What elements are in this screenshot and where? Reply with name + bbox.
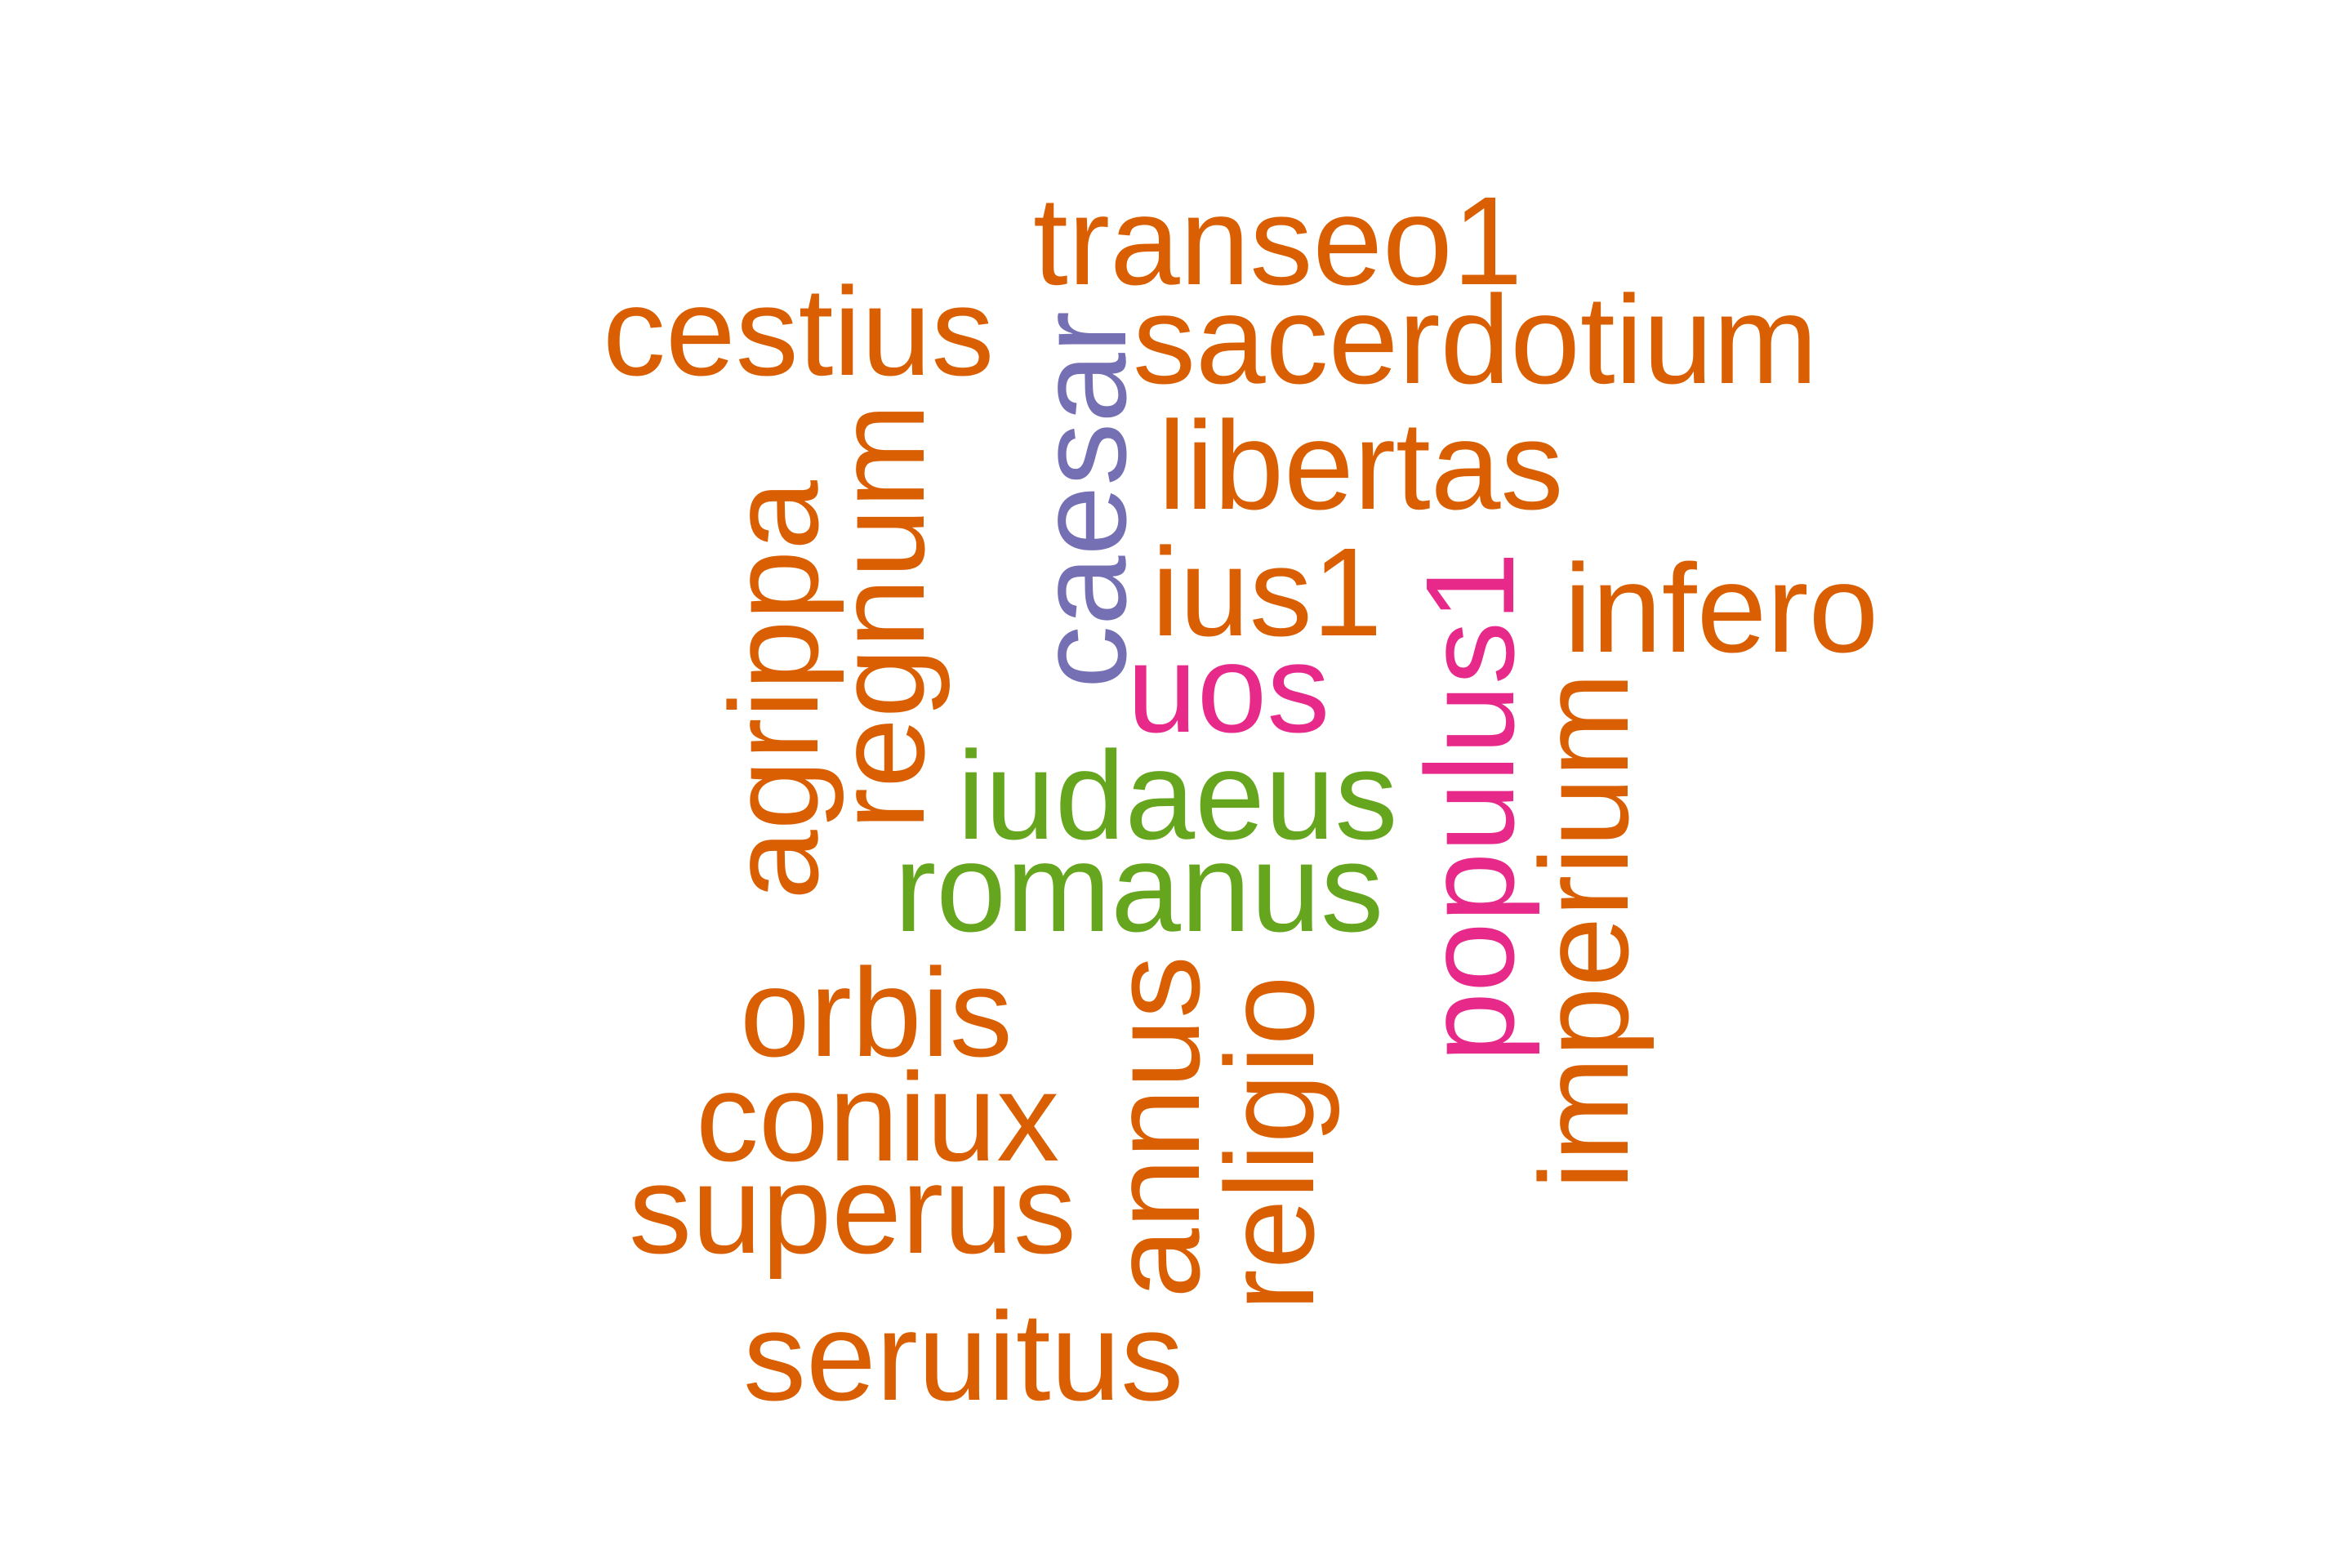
word-libertas: libertas — [1158, 395, 1564, 536]
word-uos: uos — [1127, 618, 1330, 759]
word-infero: infero — [1564, 538, 1879, 679]
word-romanus: romanus — [894, 817, 1384, 958]
word-seruitus: seruitus — [743, 1286, 1184, 1427]
word-religio: religio — [1200, 975, 1340, 1312]
word-cestius: cestius — [603, 261, 995, 402]
word-caesar: caesar — [1012, 310, 1152, 689]
word-sacerdotium: sacerdotium — [1133, 270, 1818, 410]
word-agrippa: agrippa — [704, 480, 844, 900]
word-transeo1: transeo1 — [1033, 171, 1523, 311]
word-iudaeus: iudaeus — [957, 725, 1398, 866]
word-superus: superus — [629, 1139, 1076, 1280]
word-orbis: orbis — [740, 942, 1013, 1083]
word-imperium: imperium — [1514, 672, 1655, 1190]
word-coniux: coniux — [696, 1047, 1060, 1187]
word-ius1: ius1 — [1152, 522, 1383, 662]
